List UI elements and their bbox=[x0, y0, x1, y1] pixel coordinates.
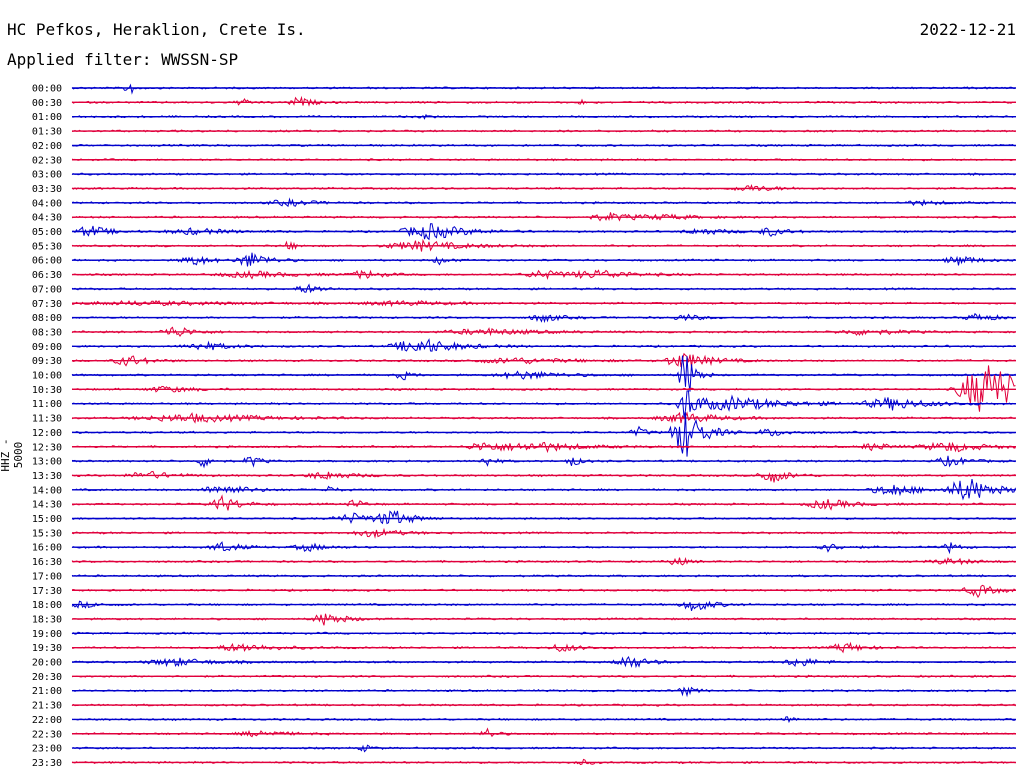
row-time-label: 11:30 bbox=[32, 414, 62, 425]
row-time-label: 03:00 bbox=[32, 170, 62, 181]
row-time-label: 01:00 bbox=[32, 112, 62, 123]
date-label: 2022-12-21 bbox=[919, 20, 1016, 39]
row-time-label: 07:30 bbox=[32, 299, 62, 310]
row-time-label: 15:00 bbox=[32, 514, 62, 525]
row-time-label: 14:30 bbox=[32, 500, 62, 511]
seismic-trace bbox=[71, 510, 1016, 525]
station-title: HC Pefkos, Heraklion, Crete Is. bbox=[7, 20, 306, 39]
row-time-label: 17:30 bbox=[32, 586, 62, 597]
row-time-label: 19:00 bbox=[32, 629, 62, 640]
row-time-label: 01:30 bbox=[32, 127, 62, 138]
row-time-label: 14:00 bbox=[32, 485, 62, 496]
seismic-trace bbox=[71, 479, 1016, 501]
row-time-label: 08:00 bbox=[32, 313, 62, 324]
row-time-label: 20:00 bbox=[32, 658, 62, 669]
seismic-trace bbox=[71, 83, 1016, 95]
row-time-label: 09:00 bbox=[32, 342, 62, 353]
row-time-label: 19:30 bbox=[32, 643, 62, 654]
row-time-label: 23:00 bbox=[32, 744, 62, 755]
row-time-label: 21:00 bbox=[32, 686, 62, 697]
row-time-label: 20:30 bbox=[32, 672, 62, 683]
row-time-label: 16:00 bbox=[32, 543, 62, 554]
row-time-label: 21:30 bbox=[32, 701, 62, 712]
seismic-trace bbox=[71, 727, 1016, 738]
row-time-label: 00:00 bbox=[32, 84, 62, 95]
row-time-label: 04:00 bbox=[32, 198, 62, 209]
row-time-label: 06:00 bbox=[32, 256, 62, 267]
row-time-label: 08:30 bbox=[32, 327, 62, 338]
row-time-label: 10:30 bbox=[32, 385, 62, 396]
seismic-trace bbox=[71, 600, 1016, 611]
row-time-label: 04:30 bbox=[32, 213, 62, 224]
row-time-label: 12:30 bbox=[32, 442, 62, 453]
row-time-label: 22:30 bbox=[32, 729, 62, 740]
row-time-label: 06:30 bbox=[32, 270, 62, 281]
row-time-label: 10:00 bbox=[32, 371, 62, 382]
seismic-trace bbox=[71, 338, 1016, 352]
seismic-trace bbox=[71, 470, 1016, 483]
row-time-label: 23:30 bbox=[32, 758, 62, 769]
seismic-trace bbox=[71, 686, 1016, 698]
row-time-label: 05:30 bbox=[32, 241, 62, 252]
row-time-label: 07:00 bbox=[32, 284, 62, 295]
row-time-label: 05:00 bbox=[32, 227, 62, 238]
row-time-label: 18:30 bbox=[32, 614, 62, 625]
row-time-label: 15:30 bbox=[32, 528, 62, 539]
row-time-label: 16:30 bbox=[32, 557, 62, 568]
row-time-label: 18:00 bbox=[32, 600, 62, 611]
row-time-label: 13:00 bbox=[32, 457, 62, 468]
row-time-label: 17:00 bbox=[32, 571, 62, 582]
row-time-label: 13:30 bbox=[32, 471, 62, 482]
row-time-label: 00:30 bbox=[32, 98, 62, 109]
row-time-label: 02:30 bbox=[32, 155, 62, 166]
seismic-trace bbox=[71, 95, 1016, 107]
row-time-label: 02:00 bbox=[32, 141, 62, 152]
seismic-trace bbox=[71, 494, 1016, 511]
row-time-label: 12:00 bbox=[32, 428, 62, 439]
row-time-label: 22:00 bbox=[32, 715, 62, 726]
row-time-label: 09:30 bbox=[32, 356, 62, 367]
filter-label: Applied filter: WWSSN-SP bbox=[7, 50, 239, 69]
row-time-label: 11:00 bbox=[32, 399, 62, 410]
seismic-trace bbox=[71, 584, 1016, 599]
row-time-label: 03:30 bbox=[32, 184, 62, 195]
